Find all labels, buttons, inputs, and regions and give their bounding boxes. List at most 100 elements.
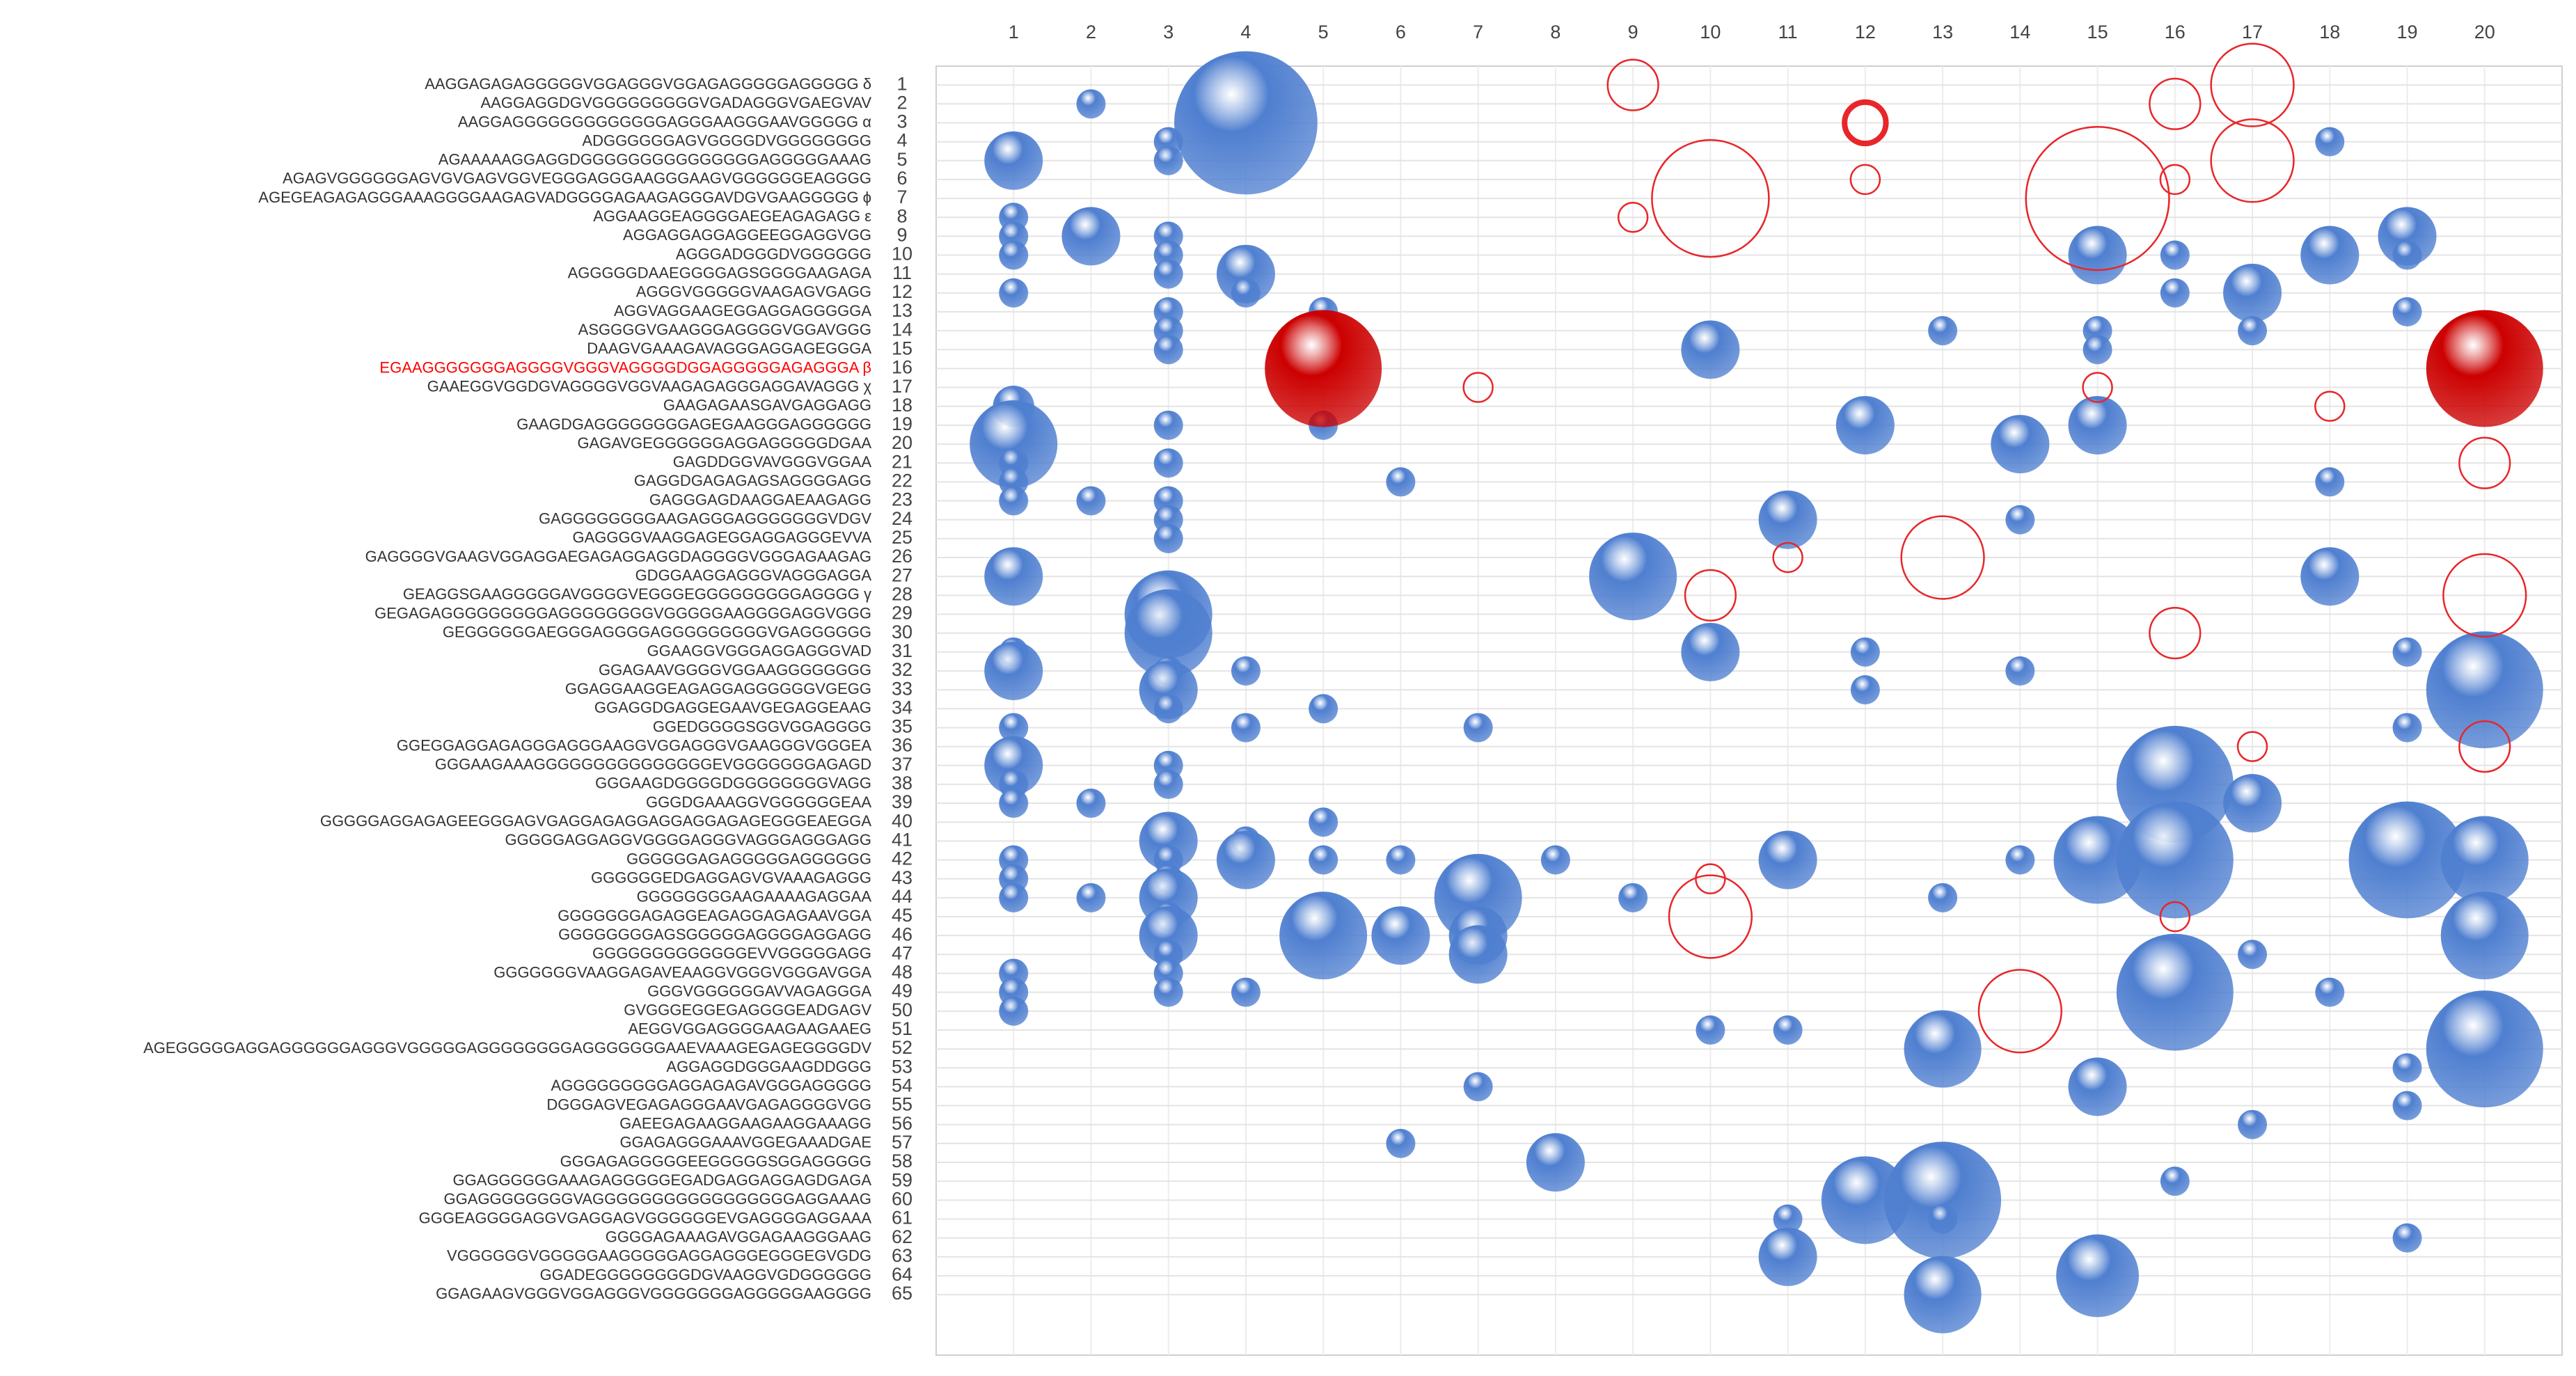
bubble <box>1668 874 1753 959</box>
y-tick-label: 28 <box>892 583 912 604</box>
y-tick-label: 18 <box>892 395 912 416</box>
bubble <box>1850 675 1880 705</box>
bubble <box>1153 769 1183 799</box>
y-tick-label: 32 <box>892 659 912 680</box>
x-tick-label: 5 <box>1318 22 1329 42</box>
bubble <box>2440 816 2529 904</box>
bubble <box>1462 372 1494 403</box>
bubble <box>2378 207 2437 266</box>
sequence-label: GEGGGGGGAEGGGAGGGGAGGGGGGGGGVGAGGGGGG <box>443 623 871 640</box>
x-tick-label: 12 <box>1855 22 1876 42</box>
sequence-label: GGEDGGGGSGGVGGAGGGG <box>653 718 871 735</box>
x-tick-label: 9 <box>1628 22 1638 42</box>
x-tick-label: 13 <box>1932 22 1953 42</box>
sequence-label: AEGGVGGAGGGGAAGAAGAAEG <box>628 1020 871 1038</box>
sequence-label: GGGVGGGGGGAVVAGAGGGA <box>647 982 871 999</box>
y-tick-label: 59 <box>892 1169 912 1190</box>
bubble <box>984 736 1043 795</box>
bubble <box>1900 515 1985 600</box>
sequence-label: GGGGGGGGAAGAAAAGAGGAA <box>637 888 872 906</box>
bubble <box>1153 694 1183 724</box>
bubble <box>984 641 1043 700</box>
bubble <box>1526 1133 1585 1192</box>
y-tick-label: 14 <box>892 319 912 340</box>
y-tick-label: 43 <box>892 867 912 888</box>
sequence-label: GAAGAGAASGAVGAGGAGG <box>663 397 871 414</box>
y-tick-label: 34 <box>892 697 912 718</box>
bubble <box>1153 410 1183 440</box>
bubble <box>1606 58 1659 111</box>
bubble <box>1991 415 2050 474</box>
y-tick-label: 21 <box>892 451 912 472</box>
sequence-label: AGAGVGGGGGGAGVGVGAGVGGVEGGGAGGGAAGGGAAGV… <box>283 170 871 187</box>
bubble <box>1977 969 2062 1054</box>
bubble <box>1386 467 1416 497</box>
x-tick-label: 6 <box>1396 22 1406 42</box>
y-tick-label: 63 <box>892 1245 912 1266</box>
y-tick-label: 9 <box>896 225 907 246</box>
y-tick-label: 23 <box>892 489 912 510</box>
bubble <box>1231 713 1261 743</box>
y-tick-label: 56 <box>892 1113 912 1134</box>
y-tick-label: 35 <box>892 716 912 737</box>
sequence-label: GGAGAGGGAAAVGGEGAAADGAE <box>620 1134 871 1151</box>
x-tick-label: 16 <box>2165 22 2186 42</box>
bubble <box>1174 51 1318 195</box>
bubble <box>1448 925 1508 984</box>
y-tick-label: 30 <box>892 622 912 642</box>
x-tick-label: 2 <box>1086 22 1096 42</box>
sequence-label: GGGGAGAAAGAVGGAGAAGGGAAG <box>606 1228 871 1245</box>
y-tick-label: 3 <box>896 111 907 132</box>
bubble <box>970 400 1058 489</box>
sequence-label: AGGAAGGEAGGGGAEGEAGAGAGG ε <box>593 207 871 225</box>
bubbles <box>970 42 2543 1334</box>
bubble <box>1371 906 1430 965</box>
x-tick-label: 19 <box>2397 22 2418 42</box>
sequence-label: GGGGGGGGAGSGGGGGAGGGGAGGAGG <box>558 926 871 943</box>
bubble <box>1216 830 1275 889</box>
x-tick-label: 15 <box>2087 22 2108 42</box>
bubble <box>2426 631 2543 749</box>
y-tick-label: 2 <box>896 92 907 113</box>
bubble <box>2068 395 2127 454</box>
sequence-label: GGGAGAGGGGGEEGGGGGSGGAGGGGG <box>560 1153 871 1170</box>
y-tick-label: 5 <box>896 149 907 170</box>
sequence-label: AGEGGGGGAGGAGGGGGGAGGGVGGGGGAGGGGGGGGAGG… <box>143 1039 871 1057</box>
bubble <box>2392 637 2422 667</box>
bubble <box>2300 547 2360 606</box>
y-tick-label: 17 <box>892 376 912 397</box>
bubble <box>1153 977 1183 1007</box>
bubble <box>2068 226 2127 285</box>
bubble <box>2025 125 2170 271</box>
bubble <box>1463 713 1493 743</box>
bubble <box>2348 801 2466 919</box>
y-tick-label: 40 <box>892 810 912 831</box>
bubble <box>1386 1128 1416 1158</box>
sequence-label: GGGAAGDGGGGDGGGGGGGGVAGG <box>595 775 871 792</box>
sequence-label: AAGGAGAGAGGGGGVGGAGGGVGGAGAGGGGGAGGGGG δ <box>425 75 871 93</box>
bubble <box>2392 1053 2422 1083</box>
bubble <box>2082 372 2113 403</box>
bubble <box>1589 532 1677 621</box>
y-tick-label: 19 <box>892 413 912 434</box>
bubble <box>1758 490 1817 549</box>
bubble <box>999 240 1029 270</box>
bubble <box>1139 906 1198 965</box>
y-tick-label: 65 <box>892 1283 912 1304</box>
bubble <box>2116 801 2234 919</box>
bubble <box>1884 1141 2002 1259</box>
bubble <box>1681 622 1740 681</box>
bubble <box>2426 310 2543 427</box>
y-tick-label: 22 <box>892 470 912 491</box>
bubble <box>1076 486 1106 516</box>
sequence-label: GGAGAAGVGGGVGGAGGGVGGGGGGGAGGGGGAAGGGG <box>436 1285 871 1302</box>
sequence-label: GEAGGSGAAGGGGGAVGGGGVEGGGEGGGGGGGGGAGGGG… <box>403 585 871 603</box>
bubble <box>2392 1223 2422 1253</box>
sequence-label: GGGGGGGVAAGGAGAVEAAGGVGGGVGGGAVGGA <box>493 963 871 981</box>
sequence-label: AGGAGGAGGAGGEEGGAGGVGG <box>623 226 871 244</box>
bubble <box>2238 940 2268 970</box>
y-tick-label: 7 <box>896 187 907 207</box>
labels: 1 2 3 4 5 6 7 8 9 10 11 12 13 14 15 16 17 18 19 201AAGGAGAG… <box>143 22 2495 1304</box>
sequence-label: GGGGGAGGAGAGEEGGGAGVGAGGAGAGGAGGAGGAGAGE… <box>320 812 871 830</box>
sequence-label: AGGGADGGGDVGGGGGG <box>676 245 871 262</box>
